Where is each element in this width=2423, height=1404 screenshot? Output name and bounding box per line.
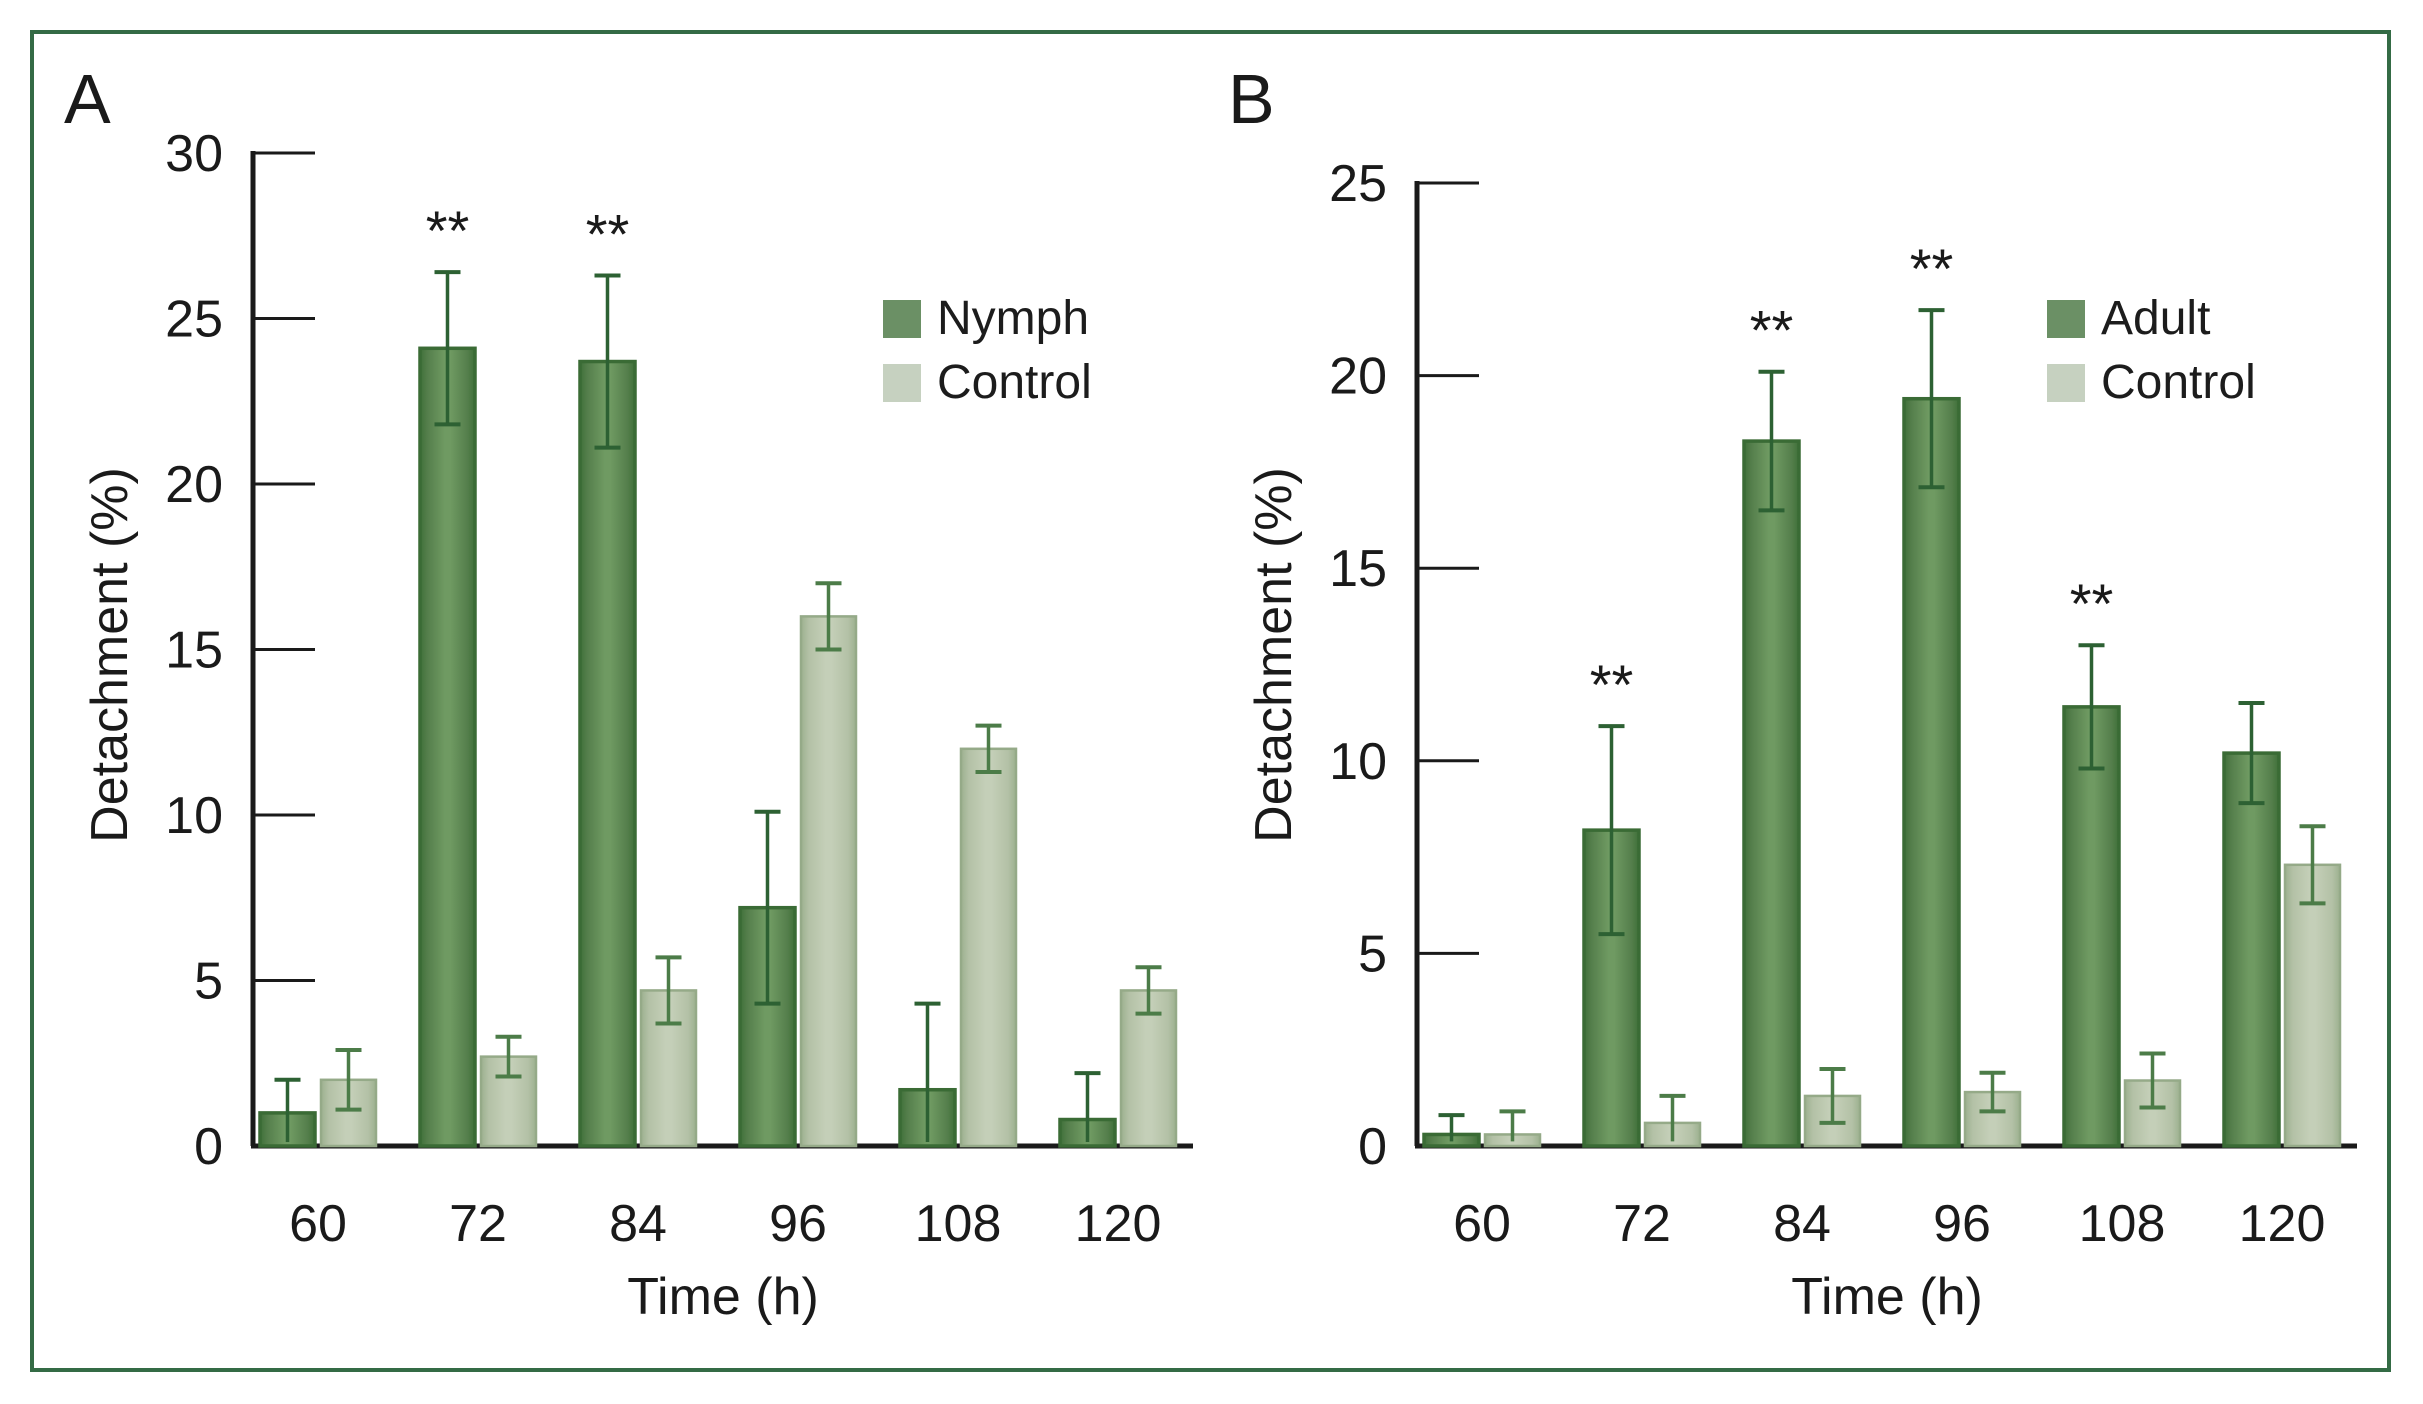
series-adult bbox=[1422, 308, 2281, 1148]
x-tick-label: 72 bbox=[449, 1195, 507, 1253]
x-tick-label: 84 bbox=[609, 1195, 667, 1253]
x-tick-label: 96 bbox=[769, 1195, 827, 1253]
bar-nymph-84 bbox=[578, 359, 637, 1148]
panel-b-letter: B bbox=[1228, 60, 1276, 138]
legend-item: Control bbox=[2047, 359, 2256, 407]
axes: 0 5 10 15 20 25 60 72 84 96 108 120 bbox=[1329, 155, 2357, 1253]
sig-marker-96: ** bbox=[1910, 237, 1954, 300]
panel-b-legend: Adult Control bbox=[2047, 295, 2256, 407]
sig-marker-72: ** bbox=[1590, 653, 1634, 716]
significance-marks: ** ** ** ** bbox=[1590, 237, 2114, 716]
x-tick-label: 72 bbox=[1613, 1195, 1671, 1253]
x-tick-label: 108 bbox=[915, 1195, 1002, 1253]
sig-marker-84: ** bbox=[586, 202, 630, 265]
axes: 0 5 10 15 20 25 30 60 72 84 96 108 120 bbox=[165, 125, 1193, 1253]
chart-svg-b: 0 5 10 15 20 25 60 72 84 96 108 120 ** ** ** ** bbox=[1329, 155, 2357, 1253]
y-tick-label: 0 bbox=[194, 1118, 223, 1176]
y-tick-label: 25 bbox=[1329, 155, 1387, 213]
legend-swatch-light bbox=[2047, 364, 2085, 402]
legend-swatch-dark bbox=[2047, 300, 2085, 338]
legend-label: Control bbox=[2101, 356, 2256, 409]
y-tick-label: 20 bbox=[165, 456, 223, 514]
panel-b: B Detachment (%) 0 5 10 15 20 25 60 72 84 96 108 12… bbox=[1212, 55, 2377, 1385]
y-tick-label: 5 bbox=[1358, 925, 1387, 983]
panel-a-legend: Nymph Control bbox=[883, 295, 1092, 407]
y-tick-label: 20 bbox=[1329, 348, 1387, 406]
bar-adult-96 bbox=[1902, 396, 1961, 1148]
x-tick-label: 96 bbox=[1933, 1195, 1991, 1253]
panel-a-letter: A bbox=[64, 60, 112, 138]
legend-label: Adult bbox=[2101, 292, 2211, 345]
y-tick-label: 25 bbox=[165, 291, 223, 349]
bar-control-96 bbox=[799, 615, 858, 1148]
y-tick-label: 15 bbox=[165, 622, 223, 680]
y-tick-label: 0 bbox=[1358, 1118, 1387, 1176]
bar-adult-120 bbox=[2222, 751, 2281, 1148]
legend-swatch-light bbox=[883, 364, 921, 402]
significance-marks: ** ** bbox=[426, 199, 630, 265]
x-tick-label: 108 bbox=[2079, 1195, 2166, 1253]
panel-a: A Detachment (%) 0 5 10 15 20 25 30 60 72 84 96 108… bbox=[48, 55, 1213, 1385]
y-tick-label: 30 bbox=[165, 125, 223, 183]
legend-label: Control bbox=[937, 356, 1092, 409]
chart-svg-a: 0 5 10 15 20 25 30 60 72 84 96 108 120 ** ** bbox=[165, 125, 1193, 1253]
panel-b-x-axis-label: Time (h) bbox=[1791, 1268, 1983, 1326]
x-tick-label: 60 bbox=[289, 1195, 347, 1253]
legend-item: Nymph bbox=[883, 295, 1092, 343]
bar-adult-84 bbox=[1742, 439, 1801, 1148]
bar-control-120 bbox=[1119, 989, 1178, 1148]
bar-control-108 bbox=[959, 747, 1018, 1148]
bar-adult-108 bbox=[2062, 705, 2121, 1148]
legend-item: Control bbox=[883, 359, 1092, 407]
bar-nymph-72 bbox=[418, 346, 477, 1148]
series-nymph bbox=[258, 270, 1117, 1148]
x-tick-label: 84 bbox=[1773, 1195, 1831, 1253]
x-tick-label: 120 bbox=[1075, 1195, 1162, 1253]
y-tick-label: 15 bbox=[1329, 540, 1387, 598]
legend-swatch-dark bbox=[883, 300, 921, 338]
series-control bbox=[319, 581, 1178, 1148]
series-control bbox=[1483, 824, 2342, 1148]
panel-a-x-axis-label: Time (h) bbox=[627, 1268, 819, 1326]
sig-marker-72: ** bbox=[426, 199, 470, 262]
x-tick-label: 120 bbox=[2239, 1195, 2326, 1253]
y-tick-label: 5 bbox=[194, 953, 223, 1011]
y-tick-label: 10 bbox=[1329, 733, 1387, 791]
bar-control-120 bbox=[2283, 863, 2342, 1148]
legend-label: Nymph bbox=[937, 292, 1090, 345]
legend-item: Adult bbox=[2047, 295, 2256, 343]
x-tick-label: 60 bbox=[1453, 1195, 1511, 1253]
sig-marker-108: ** bbox=[2070, 572, 2114, 635]
y-tick-label: 10 bbox=[165, 787, 223, 845]
sig-marker-84: ** bbox=[1750, 299, 1794, 362]
